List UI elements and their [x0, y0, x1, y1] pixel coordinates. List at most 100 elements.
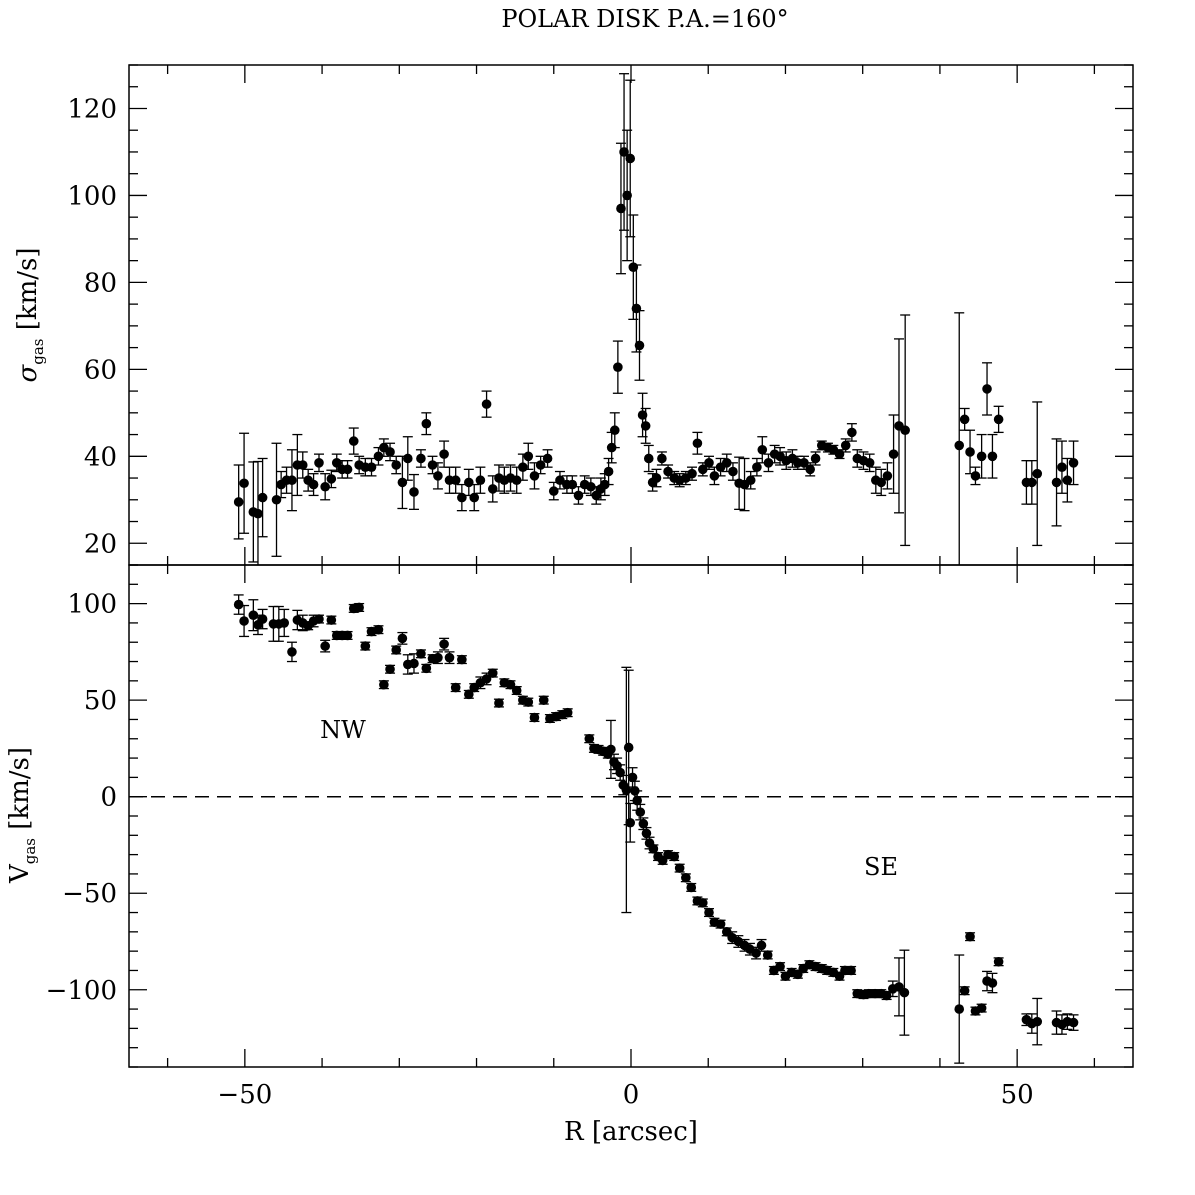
top-y-tick-label: 100 [67, 181, 117, 211]
point-marker [348, 436, 359, 446]
point-marker [523, 451, 534, 462]
point-marker [403, 453, 413, 464]
point-marker [421, 663, 432, 674]
top-y-tick-label: 120 [67, 94, 117, 124]
point-marker [373, 624, 384, 635]
point-marker [613, 362, 623, 372]
point-marker [663, 466, 673, 477]
point-marker [987, 451, 998, 462]
point-marker [279, 618, 290, 628]
point-marker [409, 487, 419, 497]
data-point [640, 407, 651, 444]
data-point [257, 608, 268, 630]
data-point [320, 639, 331, 653]
point-marker [763, 458, 774, 468]
data-point [286, 641, 297, 663]
point-marker [439, 639, 449, 649]
data-point [993, 956, 1004, 967]
data-point [584, 733, 595, 744]
point-marker [715, 919, 726, 929]
data-point [621, 666, 632, 914]
data-point [864, 453, 875, 473]
point-marker [416, 453, 426, 464]
point-marker [674, 863, 685, 873]
point-marker [475, 475, 486, 486]
data-point [846, 423, 857, 442]
point-marker [233, 497, 244, 507]
data-point [271, 442, 282, 557]
bottom-ylabel: Vgas [km/s] [5, 747, 39, 884]
point-marker [959, 414, 970, 425]
data-point [704, 455, 715, 470]
data-point [279, 608, 290, 638]
point-marker [397, 477, 408, 488]
point-marker [342, 630, 353, 641]
data-point [1062, 457, 1073, 503]
data-point [622, 129, 633, 262]
point-marker [555, 475, 565, 486]
point-marker [982, 384, 992, 394]
data-point [511, 685, 522, 696]
bottom-y-tick-label: 100 [67, 590, 117, 620]
x-tick-label: 50 [1001, 1080, 1034, 1110]
point-marker [450, 682, 461, 693]
point-marker [603, 466, 614, 477]
point-marker [379, 679, 389, 690]
point-marker [882, 471, 893, 481]
data-point [1068, 1014, 1079, 1031]
point-marker [799, 458, 809, 468]
data-point [846, 965, 857, 976]
point-marker [433, 471, 443, 481]
point-marker [745, 475, 756, 486]
data-point [1051, 438, 1062, 527]
data-point [1068, 440, 1079, 486]
data-point [687, 466, 698, 481]
data-point [562, 707, 573, 718]
point-marker [623, 742, 634, 753]
point-marker [987, 978, 998, 988]
point-marker [308, 479, 319, 490]
point-marker [704, 907, 714, 918]
data-point [751, 457, 762, 477]
data-point [487, 668, 498, 678]
data-point [456, 654, 467, 665]
point-marker [464, 477, 474, 488]
data-point [775, 961, 786, 972]
bottom-y-tick-label: 0 [100, 783, 117, 813]
point-marker [619, 147, 629, 157]
point-marker [391, 460, 402, 470]
point-marker [751, 948, 761, 958]
point-marker [805, 464, 815, 475]
data-point [982, 362, 993, 416]
point-marker [954, 1004, 965, 1014]
data-point [605, 719, 616, 779]
data-point [397, 631, 408, 645]
point-marker [775, 961, 785, 972]
point-marker [287, 475, 297, 486]
point-marker [692, 438, 703, 449]
point-marker [954, 440, 965, 451]
point-marker [965, 447, 975, 457]
point-marker [529, 712, 540, 723]
data-point [523, 442, 534, 470]
point-marker [314, 458, 324, 468]
point-marker [538, 695, 549, 705]
point-marker [846, 965, 856, 976]
point-marker [239, 616, 249, 626]
data-point [987, 972, 998, 994]
point-marker [518, 462, 528, 472]
data-point [1032, 997, 1043, 1046]
data-point [538, 695, 549, 705]
data-point [840, 438, 851, 453]
point-marker [314, 614, 324, 624]
point-marker [326, 615, 337, 625]
data-point [427, 455, 438, 475]
point-marker [810, 453, 821, 464]
data-point [313, 614, 324, 624]
top-y-tick-label: 20 [84, 529, 117, 559]
data-point [612, 340, 623, 394]
point-marker [669, 851, 680, 862]
data-point [627, 767, 638, 788]
data-point [432, 462, 443, 490]
point-marker [643, 453, 654, 464]
